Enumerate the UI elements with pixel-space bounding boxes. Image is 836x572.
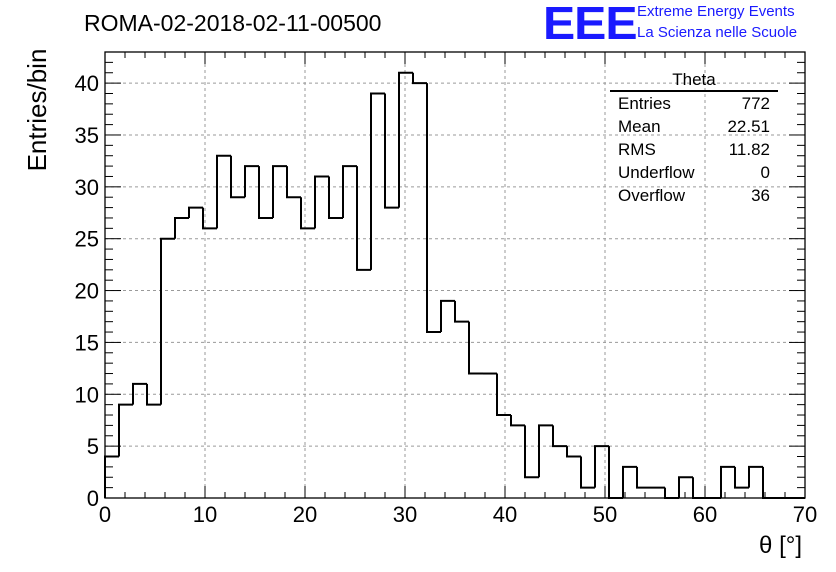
histogram-bin xyxy=(734,466,749,489)
x-tick-label: 10 xyxy=(193,502,217,527)
histogram-bin xyxy=(356,166,371,271)
x-tick-label: 20 xyxy=(293,502,317,527)
stats-label: Mean xyxy=(618,117,661,136)
histogram-bin xyxy=(202,207,217,230)
stats-value: 11.82 xyxy=(728,140,770,159)
histogram-bin xyxy=(664,487,679,499)
stats-value: 22.51 xyxy=(727,117,770,136)
histogram-bin xyxy=(720,465,735,498)
histogram-bin xyxy=(188,206,203,218)
stats-label: Entries xyxy=(618,94,671,113)
y-tick-label: 15 xyxy=(75,330,99,355)
x-tick-label: 50 xyxy=(593,502,617,527)
stats-row-rms: RMS 11.82 xyxy=(610,138,778,161)
y-tick-label: 25 xyxy=(75,227,99,252)
histogram-bin xyxy=(286,166,301,199)
histogram-bin xyxy=(160,237,175,405)
y-tick-label: 30 xyxy=(75,175,99,200)
histogram-bin xyxy=(426,83,441,334)
y-axis-ticks: 0 5 10 15 20 25 30 35 40 xyxy=(75,51,805,511)
y-tick-label: 10 xyxy=(75,382,99,407)
histogram-bin xyxy=(230,155,245,199)
histogram-bin xyxy=(146,383,161,406)
y-tick-label: 35 xyxy=(75,123,99,148)
histogram-bin xyxy=(510,415,525,427)
stats-row-entries: Entries 772 xyxy=(610,92,778,115)
stats-row-underflow: Underflow 0 xyxy=(610,161,778,184)
logo-line-2: La Scienza nelle Scuole xyxy=(637,24,798,41)
histogram-bin xyxy=(454,300,469,323)
histogram-bin xyxy=(342,165,357,218)
stats-title: Theta xyxy=(610,70,778,92)
histogram-bin xyxy=(440,299,455,333)
grid-lines xyxy=(105,52,805,498)
stats-label: Overflow xyxy=(618,186,686,205)
chart-title: ROMA-02-2018-02-11-00500 xyxy=(84,10,382,36)
x-tick-label: 70 xyxy=(793,502,817,527)
y-tick-label: 20 xyxy=(75,279,99,304)
y-tick-label: 0 xyxy=(87,486,99,511)
histogram-bin xyxy=(496,373,511,417)
x-tick-label: 40 xyxy=(493,502,517,527)
histogram-bin xyxy=(272,165,287,218)
histogram-bin xyxy=(524,425,539,479)
x-axis-label: θ [°] xyxy=(759,532,802,559)
histogram-bin xyxy=(552,425,567,448)
logo-line-1: Extreme Energy Events xyxy=(637,3,795,20)
histogram-bin xyxy=(580,456,595,489)
histogram-bin xyxy=(328,176,343,219)
histogram-bin xyxy=(314,175,329,229)
eee-logo: EEE xyxy=(543,0,638,49)
histogram-bin xyxy=(398,71,413,208)
histogram-bin xyxy=(678,476,693,498)
histogram-bin xyxy=(132,382,147,405)
histogram-bin xyxy=(636,466,651,489)
histogram-bin xyxy=(608,446,623,499)
histogram-bin xyxy=(300,197,315,230)
stats-value: 772 xyxy=(741,94,770,113)
stats-row-overflow: Overflow 36 xyxy=(610,184,778,207)
histogram-bin xyxy=(622,465,637,498)
x-tick-label: 30 xyxy=(393,502,417,527)
x-tick-label: 60 xyxy=(693,502,717,527)
y-tick-label: 5 xyxy=(87,434,99,459)
histogram-bin xyxy=(118,403,133,457)
histogram-bin xyxy=(384,93,399,209)
histogram-bin xyxy=(594,445,609,488)
histogram-bin xyxy=(748,465,763,488)
histogram-bin xyxy=(538,424,553,478)
histogram-bin xyxy=(370,92,385,270)
x-tick-label: 0 xyxy=(99,502,111,527)
histogram-bin xyxy=(216,154,231,229)
histogram-bin xyxy=(468,321,483,375)
histogram-bin xyxy=(244,165,259,198)
stats-row-mean: Mean 22.51 xyxy=(610,115,778,138)
stats-label: RMS xyxy=(618,140,656,159)
histogram-bin xyxy=(412,72,427,85)
y-tick-label: 40 xyxy=(75,71,99,96)
plot-frame xyxy=(104,51,806,499)
stats-value: 0 xyxy=(760,163,770,182)
histogram-bin xyxy=(566,446,581,458)
x-axis-ticks: 0 10 20 30 40 50 60 70 xyxy=(99,52,817,527)
histogram-bin xyxy=(174,216,189,239)
stats-value: 36 xyxy=(751,186,770,205)
histogram-bin xyxy=(258,166,273,219)
plot-frame-rect xyxy=(104,51,806,499)
y-axis-label: Entries/bin xyxy=(22,48,52,172)
stats-box: Theta Entries 772 Mean 22.51 RMS 11.82 U… xyxy=(610,70,778,207)
stats-label: Underflow xyxy=(618,163,695,182)
